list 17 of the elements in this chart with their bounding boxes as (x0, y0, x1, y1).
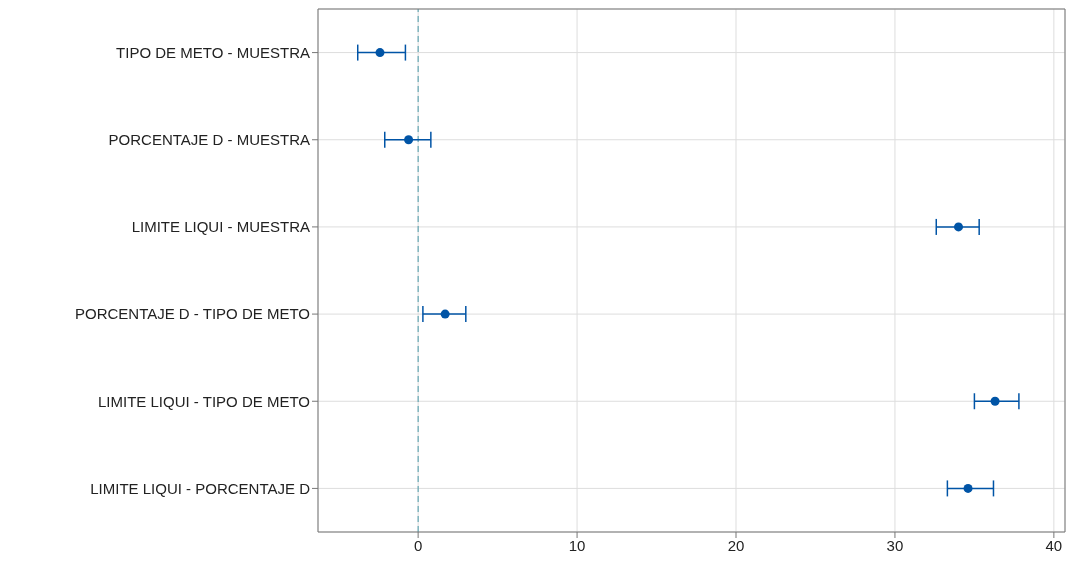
point (963, 483, 973, 493)
y-tick-label: TIPO DE METO - MUESTRA (116, 43, 310, 61)
point (954, 222, 964, 232)
point (375, 48, 385, 58)
x-tick-label: 30 (886, 536, 904, 554)
x-tick-label: 10 (568, 536, 586, 554)
y-tick-label: LIMITE LIQUI - PORCENTAJE D (90, 479, 311, 497)
x-tick-label: 20 (727, 536, 745, 554)
x-tick-label: 40 (1045, 536, 1063, 554)
y-tick-label: LIMITE LIQUI - TIPO DE METO (98, 392, 310, 410)
y-tick-label: PORCENTAJE D - MUESTRA (108, 131, 310, 149)
y-tick-label: PORCENTAJE D - TIPO DE METO (74, 305, 310, 323)
point (440, 309, 450, 319)
point (990, 396, 1000, 406)
x-tick-label: 0 (413, 536, 423, 554)
y-tick-label: LIMITE LIQUI - MUESTRA (131, 218, 310, 236)
point (404, 135, 414, 145)
